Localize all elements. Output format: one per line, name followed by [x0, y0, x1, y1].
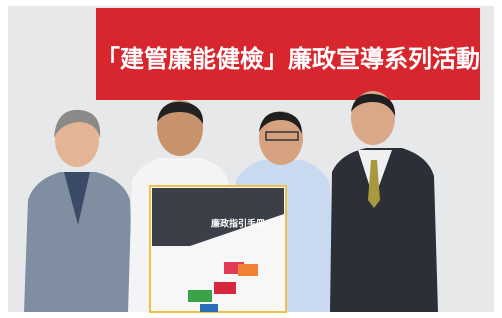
photo: 「建管廉能健檢」廉政宣導系列活動 廉政指引手冊	[0, 0, 502, 318]
banner-text: 「建管廉能健檢」廉政宣導系列活動	[96, 45, 480, 73]
booklet-title: 廉政指引手冊	[211, 218, 265, 230]
booklet: 廉政指引手冊	[150, 186, 286, 312]
